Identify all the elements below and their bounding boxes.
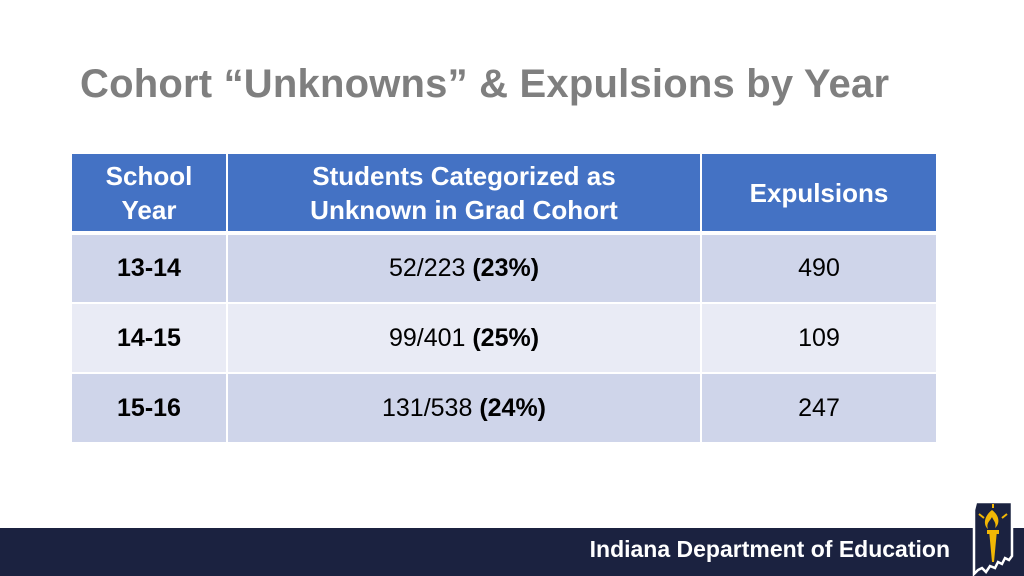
- header-students-line-2: Unknown in Grad Cohort: [310, 194, 618, 225]
- unknown-students-cell: 131/538 (24%): [226, 372, 702, 444]
- header-students-unknown: Students Categorized as Unknown in Grad …: [226, 152, 702, 235]
- header-school-year-line-2: Year: [121, 194, 177, 225]
- school-year-cell: 14-15: [70, 302, 228, 374]
- header-students-line-1: Students Categorized as: [312, 160, 616, 191]
- header-school-year-line-1: School: [105, 160, 193, 191]
- table-row: 14-15 99/401 (25%) 109: [70, 302, 938, 374]
- footer-bar: Indiana Department of Education: [0, 528, 1024, 576]
- unknown-percent: (23%): [472, 254, 540, 282]
- footer-org-name: Indiana Department of Education: [589, 536, 950, 562]
- school-year-cell: 15-16: [70, 372, 228, 444]
- table-row: 13-14 52/223 (23%) 490: [70, 232, 938, 304]
- unknown-students-cell: 52/223 (23%): [226, 232, 702, 304]
- cohort-expulsions-table: School Year Students Categorized as Unkn…: [70, 152, 938, 444]
- indiana-torch-logo-icon: [972, 500, 1014, 576]
- unknown-ratio: 131/538: [381, 393, 473, 422]
- unknown-percent: (25%): [472, 323, 540, 352]
- unknown-ratio: 99/401: [388, 323, 466, 352]
- school-year-cell: 13-14: [70, 232, 228, 304]
- table-header-row: School Year Students Categorized as Unkn…: [70, 152, 938, 235]
- table-row: 15-16 131/538 (24%) 247: [70, 372, 938, 444]
- unknown-ratio: 52/223: [388, 254, 466, 282]
- header-school-year: School Year: [70, 152, 228, 235]
- header-expulsions: Expulsions: [700, 152, 938, 235]
- expulsions-cell: 490: [700, 232, 938, 304]
- unknown-percent: (24%): [479, 393, 546, 422]
- expulsions-cell: 247: [700, 372, 938, 444]
- slide-title: Cohort “Unknowns” & Expulsions by Year: [80, 62, 890, 106]
- expulsions-cell: 109: [700, 302, 938, 374]
- unknown-students-cell: 99/401 (25%): [226, 302, 702, 374]
